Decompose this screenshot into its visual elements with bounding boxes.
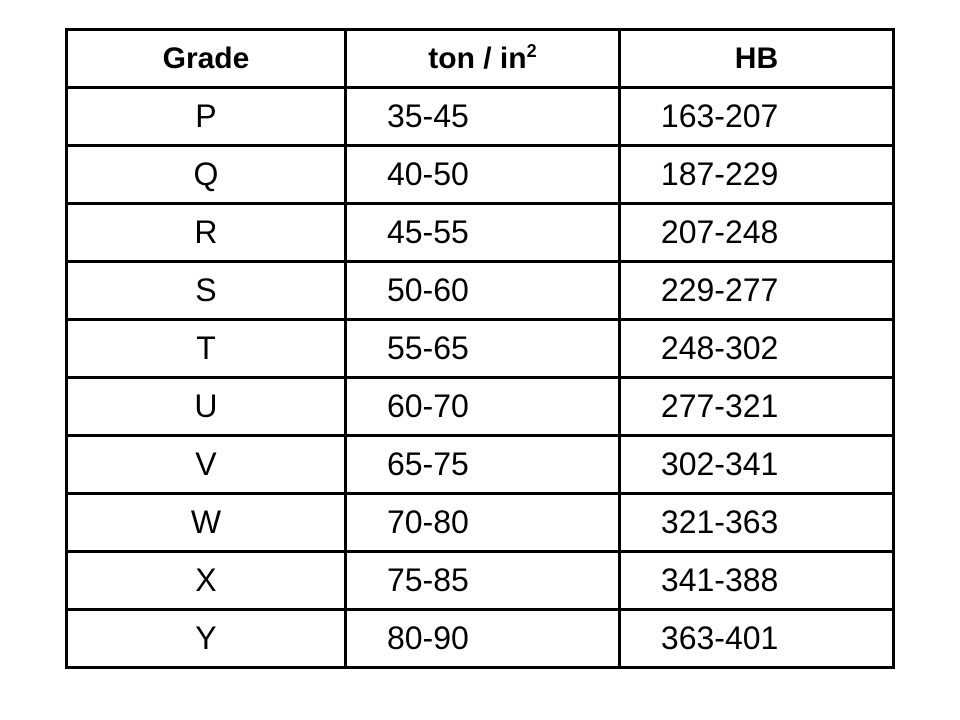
cell-grade: U bbox=[67, 378, 346, 436]
table-body: P 35-45 163-207 Q 40-50 187-229 R 45-55 … bbox=[67, 88, 894, 668]
cell-grade: Y bbox=[67, 610, 346, 668]
cell-hb: 207-248 bbox=[619, 204, 893, 262]
cell-hb: 321-363 bbox=[619, 494, 893, 552]
cell-grade: X bbox=[67, 552, 346, 610]
header-hb: HB bbox=[619, 30, 893, 88]
header-ton-label: ton / in2 bbox=[428, 42, 536, 75]
cell-hb: 363-401 bbox=[619, 610, 893, 668]
header-grade: Grade bbox=[67, 30, 346, 88]
table-header-row: Grade ton / in2 HB bbox=[67, 30, 894, 88]
cell-grade: R bbox=[67, 204, 346, 262]
table-row: Y 80-90 363-401 bbox=[67, 610, 894, 668]
cell-ton: 55-65 bbox=[345, 320, 619, 378]
grade-hardness-table: Grade ton / in2 HB P 35-45 163-207 Q 40-… bbox=[65, 28, 895, 669]
table-row: S 50-60 229-277 bbox=[67, 262, 894, 320]
cell-grade: Q bbox=[67, 146, 346, 204]
cell-ton: 80-90 bbox=[345, 610, 619, 668]
table-row: P 35-45 163-207 bbox=[67, 88, 894, 146]
cell-hb: 163-207 bbox=[619, 88, 893, 146]
table-row: V 65-75 302-341 bbox=[67, 436, 894, 494]
table-row: X 75-85 341-388 bbox=[67, 552, 894, 610]
cell-ton: 75-85 bbox=[345, 552, 619, 610]
cell-ton: 50-60 bbox=[345, 262, 619, 320]
cell-grade: T bbox=[67, 320, 346, 378]
header-ton-per-in2: ton / in2 bbox=[345, 30, 619, 88]
table-row: U 60-70 277-321 bbox=[67, 378, 894, 436]
cell-ton: 45-55 bbox=[345, 204, 619, 262]
cell-grade: W bbox=[67, 494, 346, 552]
cell-grade: V bbox=[67, 436, 346, 494]
table-row: T 55-65 248-302 bbox=[67, 320, 894, 378]
cell-hb: 187-229 bbox=[619, 146, 893, 204]
cell-ton: 40-50 bbox=[345, 146, 619, 204]
table-row: W 70-80 321-363 bbox=[67, 494, 894, 552]
cell-grade: P bbox=[67, 88, 346, 146]
cell-ton: 70-80 bbox=[345, 494, 619, 552]
cell-ton: 60-70 bbox=[345, 378, 619, 436]
table-row: Q 40-50 187-229 bbox=[67, 146, 894, 204]
table-row: R 45-55 207-248 bbox=[67, 204, 894, 262]
cell-ton: 65-75 bbox=[345, 436, 619, 494]
cell-hb: 229-277 bbox=[619, 262, 893, 320]
cell-ton: 35-45 bbox=[345, 88, 619, 146]
cell-hb: 277-321 bbox=[619, 378, 893, 436]
cell-hb: 341-388 bbox=[619, 552, 893, 610]
cell-grade: S bbox=[67, 262, 346, 320]
cell-hb: 302-341 bbox=[619, 436, 893, 494]
cell-hb: 248-302 bbox=[619, 320, 893, 378]
